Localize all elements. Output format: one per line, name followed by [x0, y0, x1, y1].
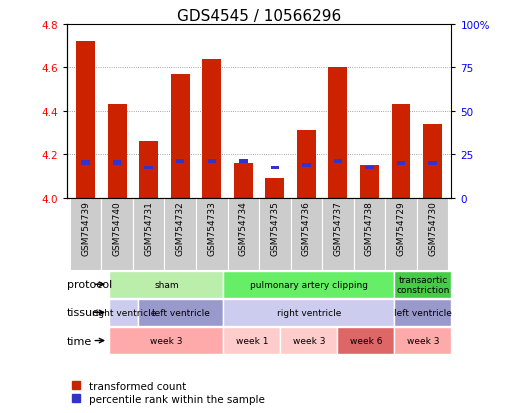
Text: GSM754733: GSM754733	[207, 200, 216, 255]
Bar	[365, 166, 373, 170]
Bar	[138, 299, 224, 326]
Bar	[109, 299, 138, 326]
Text: GSM754732: GSM754732	[176, 200, 185, 255]
Bar	[202, 59, 221, 198]
Bar	[328, 68, 347, 198]
Text: GSM754734: GSM754734	[239, 200, 248, 255]
Bar	[109, 327, 224, 354]
Bar	[297, 131, 316, 198]
Text: pulmonary artery clipping: pulmonary artery clipping	[250, 280, 368, 289]
Text: GSM754740: GSM754740	[113, 200, 122, 255]
Bar	[109, 271, 224, 298]
Bar	[145, 166, 153, 170]
Bar	[394, 327, 451, 354]
Bar	[228, 198, 259, 271]
Bar	[108, 105, 127, 198]
Text: GSM754736: GSM754736	[302, 200, 311, 255]
Bar	[259, 198, 290, 271]
Bar	[224, 327, 281, 354]
Bar	[270, 166, 279, 170]
Text: right ventricle: right ventricle	[277, 308, 341, 317]
Bar	[302, 164, 311, 168]
Text: GSM754735: GSM754735	[270, 200, 280, 255]
Text: left ventricle: left ventricle	[152, 308, 210, 317]
Bar	[102, 198, 133, 271]
Bar	[394, 299, 451, 326]
Text: GSM754730: GSM754730	[428, 200, 437, 255]
Title: GDS4545 / 10566296: GDS4545 / 10566296	[177, 9, 341, 24]
Legend: transformed count, percentile rank within the sample: transformed count, percentile rank withi…	[72, 381, 264, 404]
Bar	[322, 198, 353, 271]
Text: right ventricle: right ventricle	[91, 308, 156, 317]
Text: week 3: week 3	[293, 336, 325, 345]
Text: week 1: week 1	[235, 336, 268, 345]
Bar	[234, 164, 253, 198]
Text: week 6: week 6	[350, 336, 382, 345]
Bar	[224, 299, 394, 326]
Bar	[353, 198, 385, 271]
Bar	[70, 198, 102, 271]
Text: transaortic
constriction: transaortic constriction	[396, 275, 449, 294]
Bar	[281, 327, 338, 354]
Bar	[196, 198, 228, 271]
Bar	[176, 160, 185, 164]
Text: GSM754738: GSM754738	[365, 200, 374, 255]
Text: sham: sham	[154, 280, 179, 289]
Bar	[224, 271, 394, 298]
Bar	[207, 160, 216, 164]
Text: GSM754731: GSM754731	[144, 200, 153, 255]
Bar	[265, 179, 284, 198]
Bar	[385, 198, 417, 271]
Bar	[428, 162, 437, 166]
Bar	[333, 160, 342, 164]
Bar	[113, 161, 122, 166]
Bar	[394, 271, 451, 298]
Text: week 3: week 3	[150, 336, 183, 345]
Text: GSM754729: GSM754729	[397, 200, 405, 255]
Bar	[290, 198, 322, 271]
Text: GSM754737: GSM754737	[333, 200, 342, 255]
Bar	[360, 166, 379, 198]
Text: GSM754739: GSM754739	[81, 200, 90, 255]
Text: time: time	[67, 336, 92, 346]
Text: tissue: tissue	[67, 308, 100, 318]
Text: week 3: week 3	[407, 336, 439, 345]
Bar	[417, 198, 448, 271]
Bar	[165, 198, 196, 271]
Bar	[338, 327, 394, 354]
Bar	[76, 42, 95, 198]
Bar	[82, 161, 90, 166]
Bar	[239, 160, 248, 164]
Bar	[139, 142, 158, 198]
Text: left ventricle: left ventricle	[394, 308, 452, 317]
Bar	[397, 162, 405, 166]
Text: protocol: protocol	[67, 280, 112, 290]
Bar	[171, 75, 190, 198]
Bar	[133, 198, 165, 271]
Bar	[391, 105, 410, 198]
Bar	[423, 125, 442, 198]
